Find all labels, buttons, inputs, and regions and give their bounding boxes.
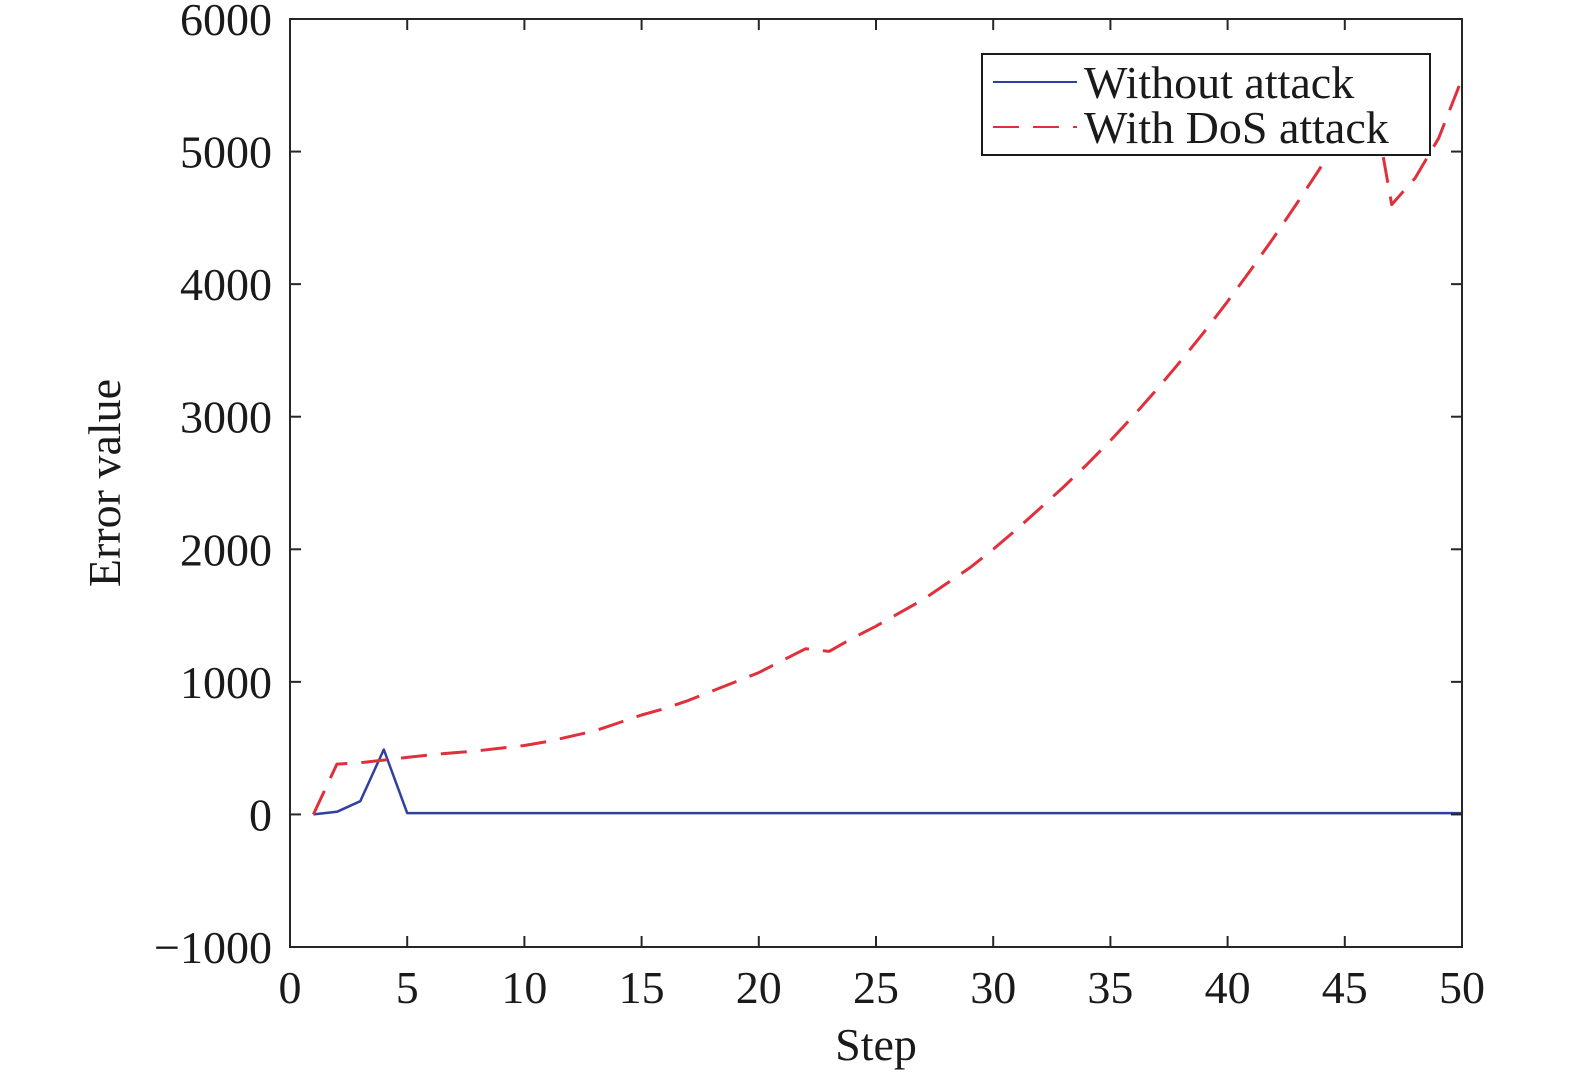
y-tick-label: 3000 — [180, 392, 272, 443]
y-tick-label: −1000 — [154, 922, 272, 973]
x-tick-label: 35 — [1087, 962, 1133, 1013]
legend-label-with-dos-attack: With DoS attack — [1084, 102, 1389, 153]
y-tick-label: 1000 — [180, 657, 272, 708]
x-tick-label: 30 — [970, 962, 1016, 1013]
legend-box — [981, 53, 1431, 156]
x-tick-label: 40 — [1205, 962, 1251, 1013]
y-axis-title: Error value — [79, 379, 130, 587]
x-tick-label: 45 — [1322, 962, 1368, 1013]
y-tick-label: 5000 — [180, 127, 272, 178]
y-tick-label: 2000 — [180, 524, 272, 575]
y-tick-label: 0 — [249, 789, 272, 840]
plot-frame — [289, 18, 1463, 948]
x-tick-labels: 0 5 10 15 20 25 30 35 40 45 50 — [279, 962, 1486, 1013]
y-tick-label: 6000 — [180, 0, 272, 45]
series-line-with-dos-attack — [312, 78, 1464, 816]
x-tick-label: 10 — [501, 962, 547, 1013]
x-axis-title: Step — [835, 1019, 917, 1070]
x-tick-label: 50 — [1439, 962, 1485, 1013]
x-tick-label: 20 — [736, 962, 782, 1013]
series-layer — [312, 78, 1464, 816]
legend-label-without-attack: Without attack — [1084, 57, 1354, 108]
series-line-without-attack — [313, 748, 1462, 816]
legend: Without attack With DoS attack — [981, 53, 1431, 156]
y-tick-label: 4000 — [180, 259, 272, 310]
x-tick-label: 0 — [279, 962, 302, 1013]
x-tick-label: 15 — [619, 962, 665, 1013]
y-tick-labels: −1000 0 1000 2000 3000 4000 5000 6000 — [154, 0, 272, 973]
x-tick-label: 5 — [396, 962, 419, 1013]
x-tick-label: 25 — [853, 962, 899, 1013]
